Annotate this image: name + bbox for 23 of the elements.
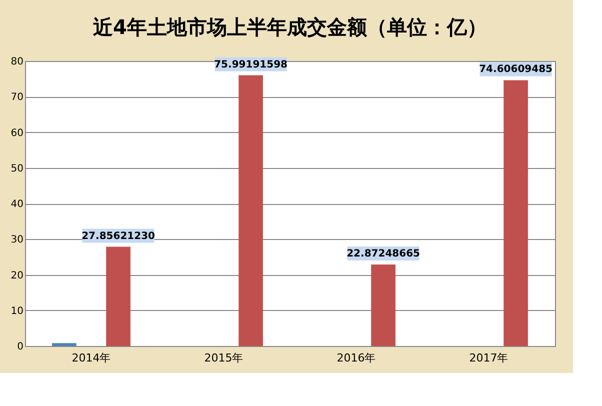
y-tick-label: 30 bbox=[10, 234, 24, 246]
bar bbox=[52, 343, 76, 346]
data-label: 75.99191598 bbox=[214, 59, 288, 70]
y-tick-label: 10 bbox=[10, 306, 24, 317]
y-tick-label: 50 bbox=[10, 163, 24, 174]
y-tick-label: 20 bbox=[10, 270, 24, 282]
x-tick-label: 2017年 bbox=[469, 352, 508, 364]
y-tick-label: 80 bbox=[10, 56, 24, 68]
data-label: 74.60609485 bbox=[479, 64, 553, 76]
chart-title: 近4年土地市场上半年成交金额（单位：亿） bbox=[92, 15, 487, 39]
y-tick-label: 40 bbox=[10, 199, 24, 210]
y-tick-label: 0 bbox=[17, 342, 24, 352]
data-label: 27.85621230 bbox=[82, 230, 156, 242]
bar bbox=[504, 80, 528, 346]
x-tick-label: 2014年 bbox=[72, 352, 111, 364]
bar bbox=[238, 75, 263, 346]
x-tick-label: 2015年 bbox=[204, 352, 244, 364]
x-tick-label: 2016年 bbox=[336, 352, 376, 364]
y-tick-label: 60 bbox=[10, 128, 24, 139]
bar bbox=[106, 246, 130, 346]
data-label: 22.87248665 bbox=[346, 248, 420, 260]
bar bbox=[371, 264, 396, 346]
y-tick-label: 70 bbox=[10, 92, 24, 104]
